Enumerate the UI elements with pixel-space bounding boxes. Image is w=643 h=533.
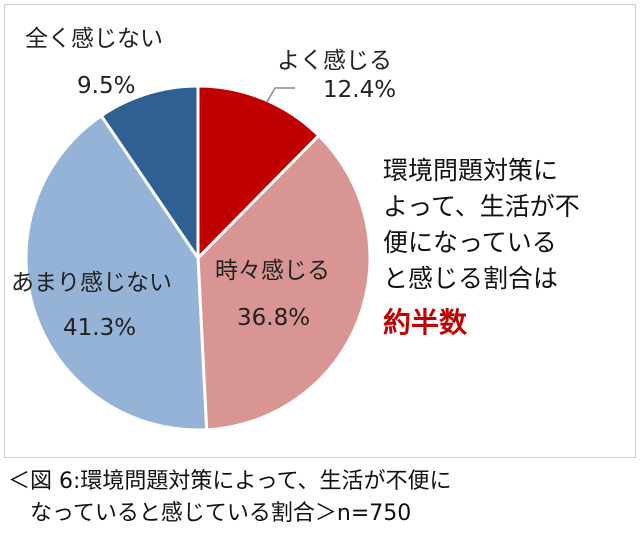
slice-label-yoku: よく感じる [277, 48, 392, 74]
note-line-1: 環境問題対策に [383, 156, 559, 185]
pie-chart [24, 84, 372, 432]
note-line-2: よって、生活が不 [383, 192, 580, 221]
slice-label-mattaku: 全く感じない [25, 26, 163, 52]
pie-slice-amari [24, 113, 209, 432]
leader-line-yoku [266, 87, 295, 103]
pie-slice-tokidoki [196, 133, 372, 432]
slice-value-yoku: 12.4% [323, 77, 397, 103]
slice-label-tokidoki: 時々感じる [215, 258, 330, 284]
slice-label-amari: あまり感じない [11, 270, 172, 296]
chart-frame: よく感じる 12.4% 時々感じる 36.8% あまり感じない 41.3% 全く… [4, 4, 636, 458]
note-line-4: と感じる割合は [383, 264, 559, 293]
slice-value-mattaku: 9.5% [77, 73, 136, 99]
note-highlight: 約半数 [383, 306, 468, 339]
annotation-note: 環境問題対策に よって、生活が不 便になっている と感じる割合は 約半数 [383, 153, 580, 341]
note-line-3: 便になっている [383, 228, 557, 257]
pie-slice-yoku [196, 84, 321, 262]
caption-line-1: ＜図 6:環境問題対策によって、生活が不便に [8, 469, 452, 494]
caption-line-2: なっていると感じている割合＞n=750 [30, 501, 412, 526]
figure-caption: ＜図 6:環境問題対策によって、生活が不便に なっていると感じている割合＞n=7… [8, 466, 452, 530]
slice-value-amari: 41.3% [63, 315, 137, 341]
pie-slice-mattaku [99, 84, 200, 263]
slice-value-tokidoki: 36.8% [237, 305, 311, 331]
